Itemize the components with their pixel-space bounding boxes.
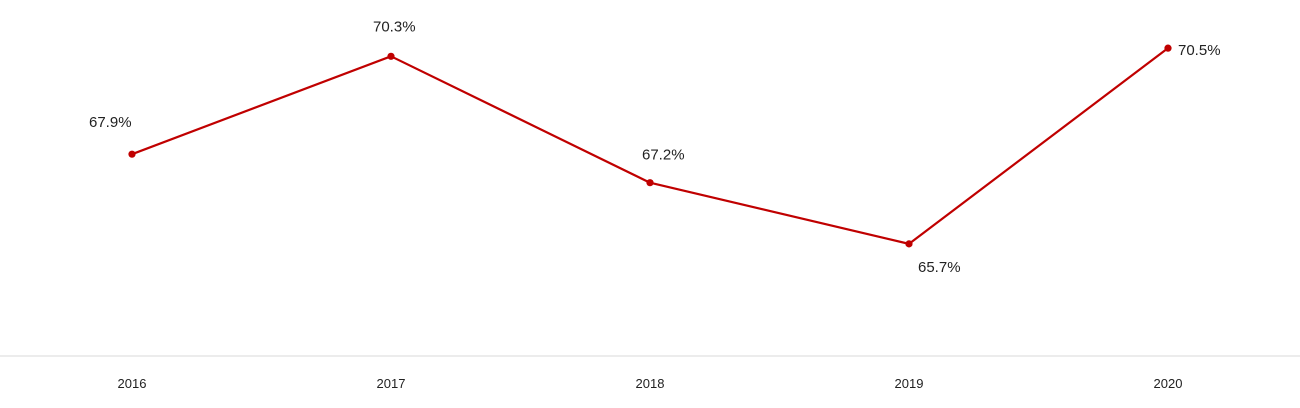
points-layer: [128, 44, 1172, 248]
x-tick-labels-layer: 2016 2017 2018 2019 2020: [118, 376, 1183, 391]
data-point-2018: [646, 179, 654, 187]
data-point-2020: [1164, 44, 1172, 52]
data-label-2020: 70.5%: [1178, 42, 1221, 59]
x-tick-label-2020: 2020: [1154, 376, 1183, 391]
data-point-2017: [387, 52, 395, 60]
x-tick-label-2016: 2016: [118, 376, 147, 391]
data-label-2019: 65.7%: [918, 259, 961, 276]
data-point-2019: [905, 240, 913, 248]
data-label-2016: 67.9%: [89, 114, 132, 131]
data-label-2017: 70.3%: [373, 18, 416, 35]
data-labels-layer: 67.9% 70.3% 67.2% 65.7% 70.5%: [89, 18, 1221, 276]
data-point-2016: [128, 150, 136, 158]
x-tick-label-2019: 2019: [895, 376, 924, 391]
x-tick-label-2018: 2018: [636, 376, 665, 391]
x-tick-label-2017: 2017: [377, 376, 406, 391]
data-label-2018: 67.2%: [642, 147, 685, 164]
